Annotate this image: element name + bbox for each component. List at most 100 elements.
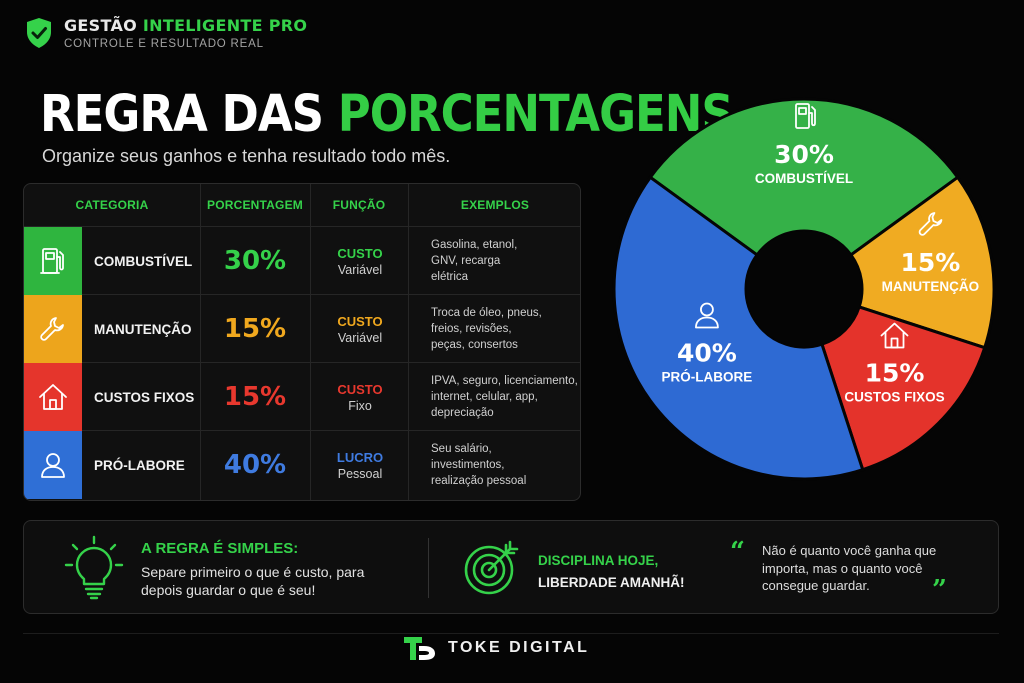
- row-function-kind: Variável: [337, 262, 383, 277]
- row-function-type: CUSTO: [337, 381, 383, 397]
- brand-title-part1: GESTÃO: [64, 16, 143, 35]
- row-divider: [24, 226, 580, 227]
- column-divider: [200, 184, 201, 500]
- header-categoria: CATEGORIA: [75, 198, 149, 212]
- wrench-icon: [918, 212, 943, 236]
- footer-divider: [23, 633, 999, 634]
- rule-title: A REGRA É SIMPLES:: [141, 540, 299, 557]
- example-line: IPVA, seguro, licenciamento,: [431, 375, 578, 387]
- column-divider: [310, 184, 311, 500]
- brand: GESTÃO INTELIGENTE PRO CONTROLE E RESULT…: [26, 16, 307, 50]
- lightbulb-wrap: [64, 535, 124, 606]
- header-porcentagem: PORCENTAGEM: [207, 198, 303, 212]
- footer: TOKE DIGITAL: [402, 634, 589, 662]
- pie-category-label: CUSTOS FIXOS: [844, 390, 944, 405]
- example-line: investimentos,: [431, 459, 505, 471]
- example-line: elétrica: [431, 271, 469, 283]
- row-function-kind: Fixo: [348, 398, 372, 413]
- row-function-kind: Pessoal: [337, 466, 383, 481]
- donut-chart: 30% COMBUSTÍVEL 15% MANUTENÇÃO 15% CUSTOS FIX…: [612, 97, 996, 481]
- example-line: freios, revisões,: [431, 323, 512, 335]
- donut-hole: [746, 231, 862, 347]
- example-line: peças, consertos: [431, 339, 518, 351]
- row-function: LUCRO Pessoal: [312, 431, 408, 499]
- row-icon-cell: [24, 227, 82, 295]
- row-examples: Seu salário, investimentos, realização p…: [431, 431, 580, 499]
- row-category: CUSTOS FIXOS: [94, 389, 195, 405]
- row-divider: [24, 430, 580, 431]
- row-divider: [24, 362, 580, 363]
- example-line: internet, celular, app,: [431, 391, 538, 403]
- row-function: CUSTO Variável: [312, 295, 408, 363]
- house-icon: [39, 384, 67, 410]
- header-exemplos: EXEMPLOS: [460, 198, 530, 212]
- footer-brand-name: TOKE DIGITAL: [448, 639, 590, 656]
- row-percent: 40%: [223, 450, 287, 480]
- row-category: MANUTENÇÃO: [94, 321, 192, 337]
- example-line: Gasolina, etanol,: [431, 239, 518, 251]
- example-line: GNV, recarga: [431, 255, 501, 267]
- td-logo-icon: [404, 637, 435, 660]
- table-row: COMBUSTÍVEL 30% CUSTO Variável Gasolina,…: [24, 227, 580, 295]
- brand-title: GESTÃO INTELIGENTE PRO: [64, 16, 307, 35]
- row-category: COMBUSTÍVEL: [94, 253, 193, 269]
- table-row: MANUTENÇÃO 15% CUSTO Variável Troca de ó…: [24, 295, 580, 363]
- brand-title-part2: INTELIGENTE PRO: [142, 16, 308, 35]
- fuel-pump-icon: [795, 103, 816, 129]
- brand-subtitle: CONTROLE E RESULTADO REAL: [64, 38, 264, 50]
- percentages-table: CATEGORIA PORCENTAGEM FUNÇÃO EXEMPLOS CO…: [23, 183, 581, 501]
- pie-value-label: 15%: [865, 359, 925, 388]
- row-icon-cell: [24, 363, 82, 431]
- user-icon: [41, 453, 65, 478]
- row-percent: 15%: [223, 314, 287, 344]
- example-line: Troca de óleo, pneus,: [431, 307, 542, 319]
- shield-check-icon: [27, 18, 51, 48]
- pie-value-label: 15%: [901, 248, 961, 277]
- page-subtitle: Organize seus ganhos e tenha resultado t…: [42, 146, 451, 166]
- row-function: CUSTO Variável: [312, 227, 408, 295]
- wrench-icon: [40, 317, 64, 341]
- row-category: PRÓ-LABORE: [94, 457, 185, 473]
- row-function-type: CUSTO: [337, 245, 383, 261]
- pie-category-label: COMBUSTÍVEL: [755, 171, 853, 186]
- example-line: depreciação: [431, 407, 494, 419]
- row-percent: 15%: [223, 382, 287, 412]
- pie-category-label: PRÓ-LABORE: [662, 370, 753, 385]
- quote-open-icon: “: [730, 537, 745, 567]
- user-icon: [695, 302, 719, 329]
- example-line: realização pessoal: [431, 475, 527, 487]
- row-function-type: CUSTO: [337, 313, 383, 329]
- row-icon-cell: [24, 431, 82, 499]
- column-divider: [408, 184, 409, 500]
- pie-value-label: 30%: [774, 140, 834, 169]
- table-header: CATEGORIA PORCENTAGEM FUNÇÃO EXEMPLOS: [24, 184, 580, 226]
- discipline-text: DISCIPLINA HOJE, LIBERDADE AMANHÃ!: [538, 550, 685, 594]
- discipline-line2: LIBERDADE AMANHÃ!: [538, 575, 685, 590]
- lightbulb-icon: [64, 535, 124, 600]
- rule-text: Separe primeiro o que é custo, para depo…: [141, 564, 365, 598]
- page-title: REGRA DAS PORCENTAGENS: [40, 84, 734, 144]
- page-title-part1: REGRA DAS: [40, 84, 338, 144]
- header-funcao: FUNÇÃO: [332, 198, 386, 212]
- row-icon-cell: [24, 295, 82, 363]
- pie-category-label: MANUTENÇÃO: [882, 279, 980, 294]
- row-function: CUSTO Fixo: [312, 363, 408, 431]
- example-line: Seu salário,: [431, 443, 492, 455]
- row-percent: 30%: [223, 246, 287, 276]
- house-icon: [880, 322, 909, 349]
- tips-panel: A REGRA É SIMPLES: Separe primeiro o que…: [23, 520, 999, 614]
- page-title-part2: PORCENTAGENS: [337, 84, 734, 144]
- row-function-type: LUCRO: [336, 449, 384, 465]
- row-divider: [24, 294, 580, 295]
- discipline-line1: DISCIPLINA HOJE,: [538, 553, 659, 568]
- row-function-kind: Variável: [337, 330, 383, 345]
- row-examples: IPVA, seguro, licenciamento, internet, c…: [431, 363, 580, 431]
- target-icon: [464, 540, 519, 595]
- fuel-pump-icon: [40, 248, 64, 274]
- target-wrap: [462, 539, 520, 602]
- row-examples: Troca de óleo, pneus, freios, revisões, …: [431, 295, 580, 363]
- quote-text: Não é quanto você ganha que importa, mas…: [762, 543, 937, 593]
- quote-close-icon: ”: [932, 575, 947, 605]
- row-examples: Gasolina, etanol, GNV, recarga elétrica: [431, 227, 580, 295]
- divider: [428, 538, 429, 598]
